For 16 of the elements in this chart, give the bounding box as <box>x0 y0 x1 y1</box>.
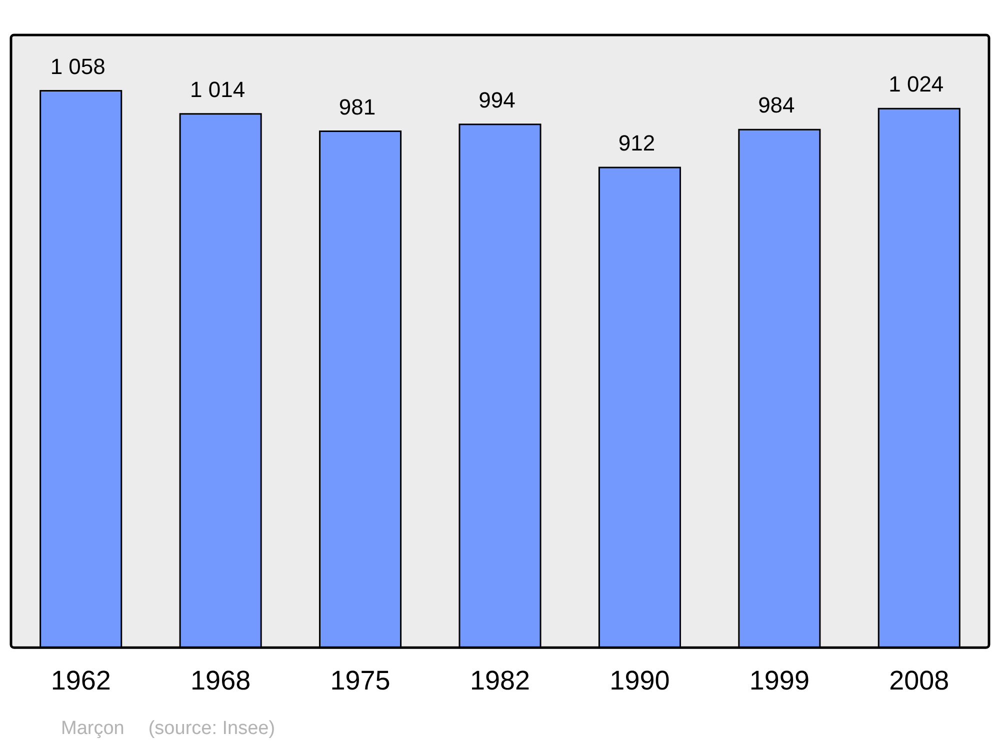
x-tick-label: 1962 <box>50 665 111 696</box>
x-tick-label: 1990 <box>610 665 670 696</box>
x-tick-label: 1982 <box>470 665 530 696</box>
data-label: 1 024 <box>888 72 944 97</box>
x-tick-label: 2008 <box>889 665 950 696</box>
x-tick-label: 1968 <box>190 665 251 696</box>
data-label: 994 <box>478 87 516 112</box>
x-tick-label: 1975 <box>330 665 390 696</box>
data-label: 984 <box>758 92 795 118</box>
data-label: 1 014 <box>190 76 246 102</box>
text: Marçon <box>61 718 124 740</box>
data-label: 912 <box>618 130 656 156</box>
x-tick-label: 1999 <box>749 665 810 696</box>
data-label: 1 058 <box>50 54 106 79</box>
text: (source: Insee) <box>148 718 276 740</box>
data-label: 981 <box>338 94 376 120</box>
